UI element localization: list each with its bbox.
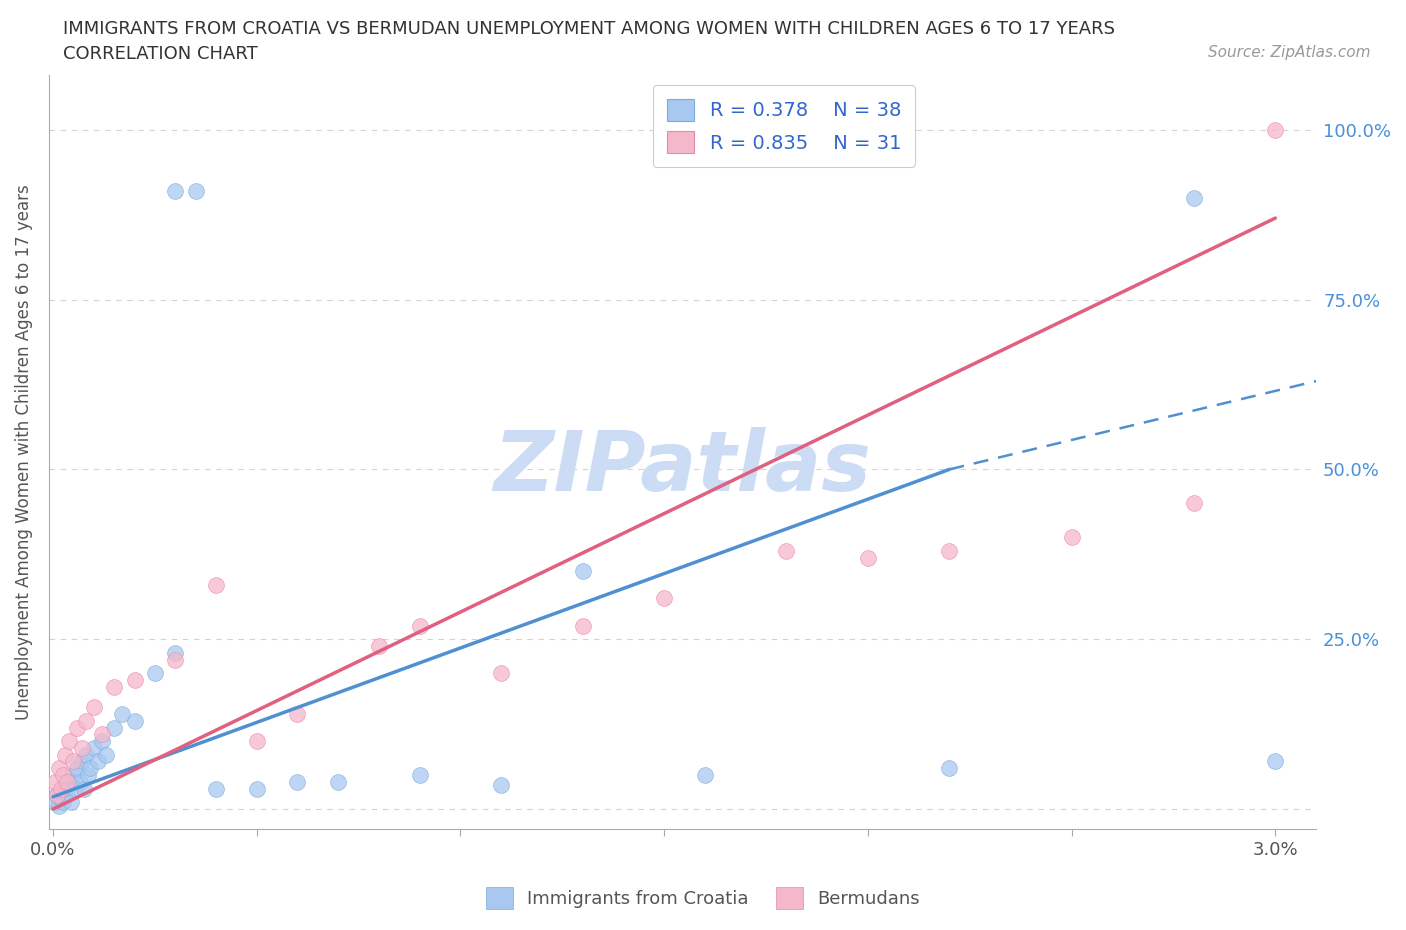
Legend: R = 0.378    N = 38, R = 0.835    N = 31: R = 0.378 N = 38, R = 0.835 N = 31 (654, 86, 915, 167)
Point (1060, 530, 1083, 545)
Point (51, 781, 73, 796)
Point (87, 754, 110, 769)
Point (56, 788, 79, 803)
Text: ZIPatlas: ZIPatlas (494, 427, 872, 508)
Point (409, 767, 432, 782)
Point (91, 734, 114, 749)
Point (124, 672, 146, 687)
Point (111, 707, 134, 722)
Point (60, 795, 83, 810)
Point (652, 591, 675, 606)
Point (75, 747, 97, 762)
Point (287, 775, 309, 790)
Point (66, 761, 89, 776)
Point (328, 775, 350, 790)
Point (79, 761, 101, 776)
Point (46, 788, 69, 803)
Point (62, 754, 84, 769)
Point (184, 183, 207, 198)
Point (165, 645, 187, 660)
Point (571, 618, 593, 633)
Text: CORRELATION CHART: CORRELATION CHART (63, 45, 259, 62)
Point (165, 183, 187, 198)
Point (938, 761, 960, 776)
Point (165, 652, 187, 667)
Point (52, 795, 75, 810)
Point (1182, 191, 1205, 206)
Point (70, 754, 93, 769)
Text: Source: ZipAtlas.com: Source: ZipAtlas.com (1208, 45, 1371, 60)
Point (1264, 754, 1286, 769)
Point (287, 707, 309, 722)
Point (51, 791, 73, 806)
Point (246, 781, 269, 796)
Point (205, 781, 228, 796)
Point (76, 767, 98, 782)
Point (58, 775, 80, 790)
Y-axis label: Unemployment Among Women with Children Ages 6 to 17 years: Unemployment Among Women with Children A… (15, 184, 32, 721)
Point (103, 720, 125, 735)
Legend: Immigrants from Croatia, Bermudans: Immigrants from Croatia, Bermudans (478, 880, 928, 916)
Point (1264, 123, 1286, 138)
Point (48, 798, 70, 813)
Point (75, 713, 97, 728)
Point (571, 564, 593, 578)
Point (56, 775, 79, 790)
Point (409, 618, 432, 633)
Point (83, 740, 105, 755)
Point (53, 747, 76, 762)
Point (205, 578, 228, 592)
Point (94, 747, 117, 762)
Point (58, 734, 80, 749)
Point (70, 740, 93, 755)
Point (856, 551, 879, 565)
Point (368, 639, 391, 654)
Point (69, 775, 91, 790)
Point (66, 720, 89, 735)
Point (44, 795, 66, 810)
Point (65, 781, 87, 796)
Point (48, 761, 70, 776)
Point (91, 727, 114, 742)
Point (489, 666, 512, 681)
Point (62, 767, 84, 782)
Point (124, 713, 146, 728)
Point (1182, 496, 1205, 511)
Point (72, 781, 94, 796)
Point (103, 679, 125, 694)
Point (143, 666, 166, 681)
Text: IMMIGRANTS FROM CROATIA VS BERMUDAN UNEMPLOYMENT AMONG WOMEN WITH CHILDREN AGES : IMMIGRANTS FROM CROATIA VS BERMUDAN UNEM… (63, 20, 1115, 38)
Point (693, 767, 716, 782)
Point (53, 781, 76, 796)
Point (44, 775, 66, 790)
Point (83, 699, 105, 714)
Point (938, 543, 960, 558)
Point (775, 543, 797, 558)
Point (489, 777, 512, 792)
Point (246, 734, 269, 749)
Point (52, 767, 75, 782)
Point (46, 788, 69, 803)
